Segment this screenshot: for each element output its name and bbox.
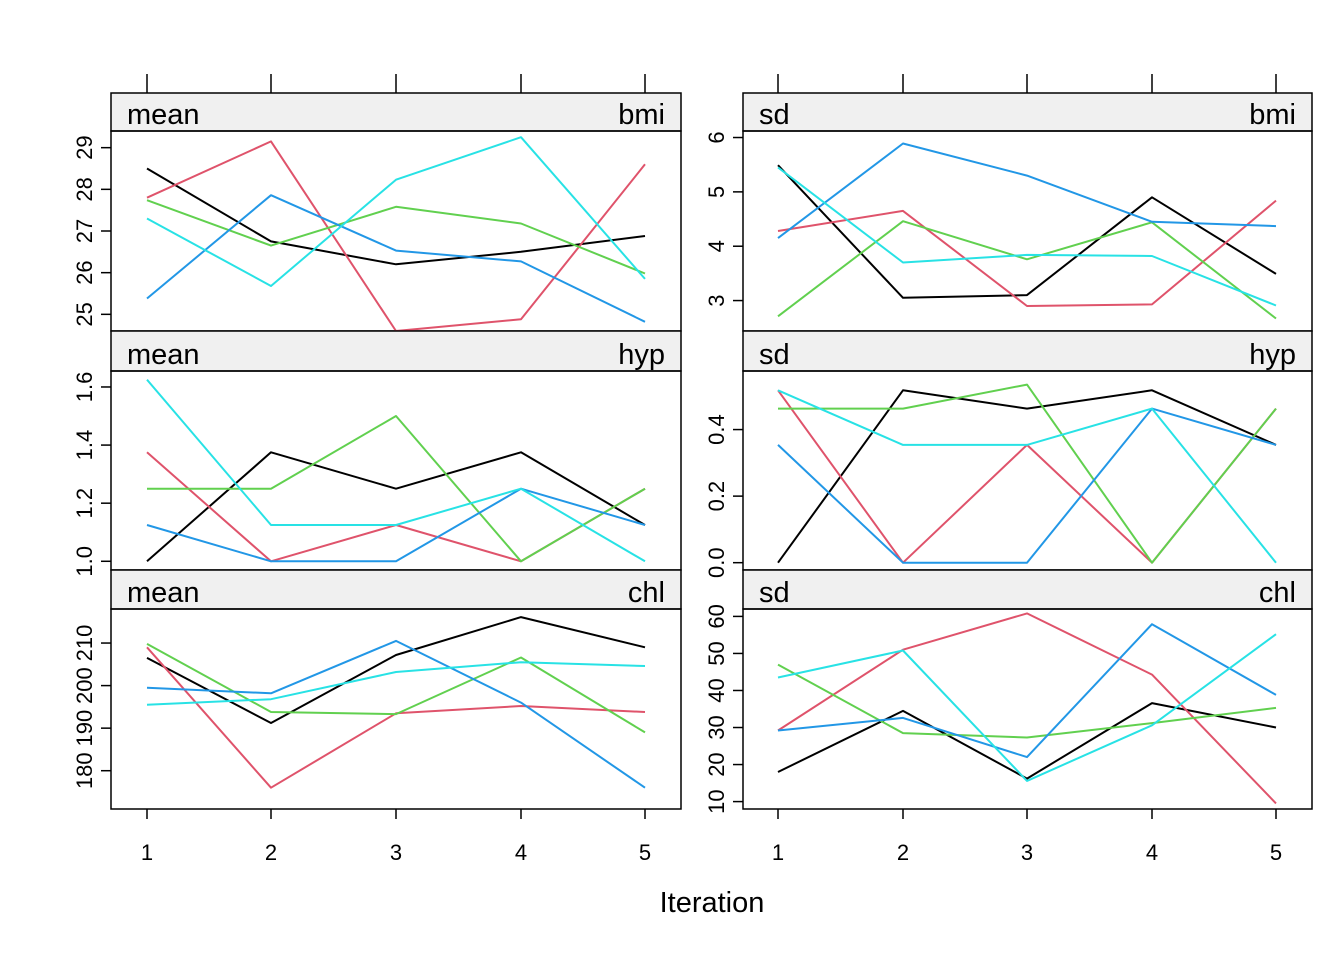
panel-frame [742,130,1313,332]
y-tick-label: 1.6 [72,372,97,403]
x-axis-title: Iteration [660,887,765,919]
strip-stat-label: mean [127,577,200,609]
series-line-2 [146,646,646,789]
y-tick-label: 3 [704,294,729,306]
panel-strip [110,92,682,132]
series-line-4 [777,407,1277,564]
series-line-3 [146,643,646,734]
series-line-2 [777,199,1277,307]
strip-variable-label: bmi [1249,99,1296,131]
y-tick-label: 4 [704,240,729,252]
series-line-5 [146,379,646,563]
panel-strip [110,330,682,372]
panel-strip [742,92,1313,132]
y-tick-label: 60 [704,604,729,628]
series-line-1 [146,167,646,266]
series-line-1 [777,164,1277,299]
y-tick-label: 210 [72,625,97,662]
y-tick-label: 1.2 [72,488,97,519]
y-tick-label: 30 [704,715,729,739]
y-tick-label: 1.0 [72,546,97,577]
series-line-3 [777,663,1277,739]
x-tick-label: 4 [515,840,527,865]
series-line-2 [777,389,1277,564]
series-line-5 [777,633,1277,782]
strip-stat-label: mean [127,99,200,131]
series-line-4 [146,194,646,323]
series-line-4 [146,639,646,789]
x-tick-label: 3 [1021,840,1033,865]
y-tick-label: 5 [704,186,729,198]
series-line-1 [777,389,1277,564]
y-tick-label: 190 [72,710,97,747]
series-line-2 [777,612,1277,805]
y-tick-label: 0.0 [704,547,729,578]
series-line-1 [777,702,1277,780]
series-line-4 [777,623,1277,759]
series-line-5 [777,389,1277,564]
x-tick-label: 4 [1146,840,1158,865]
series-line-3 [777,220,1277,320]
series-line-3 [778,383,1277,564]
y-tick-label: 26 [72,260,97,284]
panel-strip [742,569,1313,610]
strip-stat-label: sd [759,577,790,609]
strip-variable-label: chl [628,577,665,609]
y-tick-label: 40 [704,678,729,702]
panel-strip [742,330,1313,372]
strip-variable-label: hyp [1249,339,1296,371]
strip-stat-label: mean [127,339,200,371]
y-tick-label: 20 [704,752,729,776]
y-tick-label: 50 [704,641,729,665]
series-line-3 [147,415,646,563]
x-tick-label: 5 [1270,840,1282,865]
y-tick-label: 25 [72,302,97,326]
series-line-5 [777,166,1277,307]
strip-variable-label: bmi [618,99,665,131]
series-line-5 [146,661,646,706]
y-tick-label: 1.4 [72,430,97,461]
y-tick-label: 0.4 [704,414,729,445]
series-line-1 [146,616,646,724]
x-tick-label: 1 [141,840,153,865]
x-tick-label: 3 [390,840,402,865]
strip-stat-label: sd [759,99,790,131]
x-tick-label: 2 [897,840,909,865]
strip-variable-label: chl [1259,577,1296,609]
x-tick-label: 2 [265,840,277,865]
x-tick-label: 1 [772,840,784,865]
x-tick-label: 5 [639,840,651,865]
y-tick-label: 29 [72,135,97,159]
strip-stat-label: sd [759,339,790,371]
y-tick-label: 10 [704,789,729,813]
y-tick-label: 6 [704,131,729,143]
y-tick-label: 0.2 [704,481,729,512]
y-tick-label: 27 [72,219,97,243]
series-line-4 [777,142,1277,239]
y-tick-label: 28 [72,177,97,201]
series-line-5 [146,136,646,287]
series-line-4 [146,487,646,563]
y-tick-label: 180 [72,752,97,789]
panel-frame [110,130,682,332]
panel-strip [110,569,682,610]
strip-variable-label: hyp [618,339,665,371]
y-tick-label: 200 [72,667,97,704]
